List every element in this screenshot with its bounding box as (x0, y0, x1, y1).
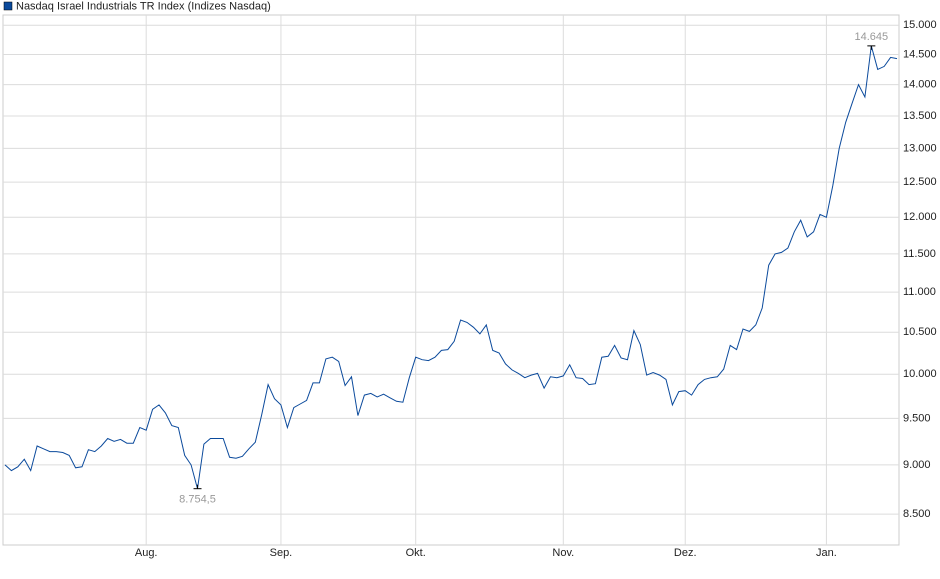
y-tick-label: 14.500 (903, 48, 937, 60)
plot-frame (2, 14, 900, 546)
y-tick-label: 12.000 (903, 211, 937, 223)
x-tick-label: Sep. (270, 547, 293, 559)
y-tick-label: 13.500 (903, 110, 937, 122)
y-tick-label: 12.500 (903, 176, 937, 188)
y-tick-label: 8.500 (903, 508, 931, 520)
x-tick-label: Jan. (816, 547, 837, 559)
y-tick-label: 10.000 (903, 368, 937, 380)
max-label: 14.645 (855, 31, 889, 43)
x-tick-label: Dez. (674, 547, 697, 559)
y-tick-label: 13.000 (903, 142, 937, 154)
y-tick-label: 10.500 (903, 326, 937, 338)
y-tick-label: 14.000 (903, 79, 937, 91)
y-tick-label: 15.000 (903, 19, 937, 31)
y-tick-label: 9.500 (903, 412, 931, 424)
legend-label: Nasdaq Israel Industrials TR Index (Indi… (16, 0, 271, 12)
y-tick-label: 9.000 (903, 459, 931, 471)
y-tick-label: 11.000 (903, 286, 936, 298)
x-tick-label: Nov. (552, 547, 574, 559)
x-tick-label: Aug. (135, 547, 158, 559)
legend-swatch (3, 1, 13, 11)
line (4, 45, 898, 489)
y-tick-label: 11.500 (903, 248, 936, 260)
min-label: 8.754,5 (179, 494, 216, 506)
x-tick-label: Okt. (406, 547, 426, 559)
